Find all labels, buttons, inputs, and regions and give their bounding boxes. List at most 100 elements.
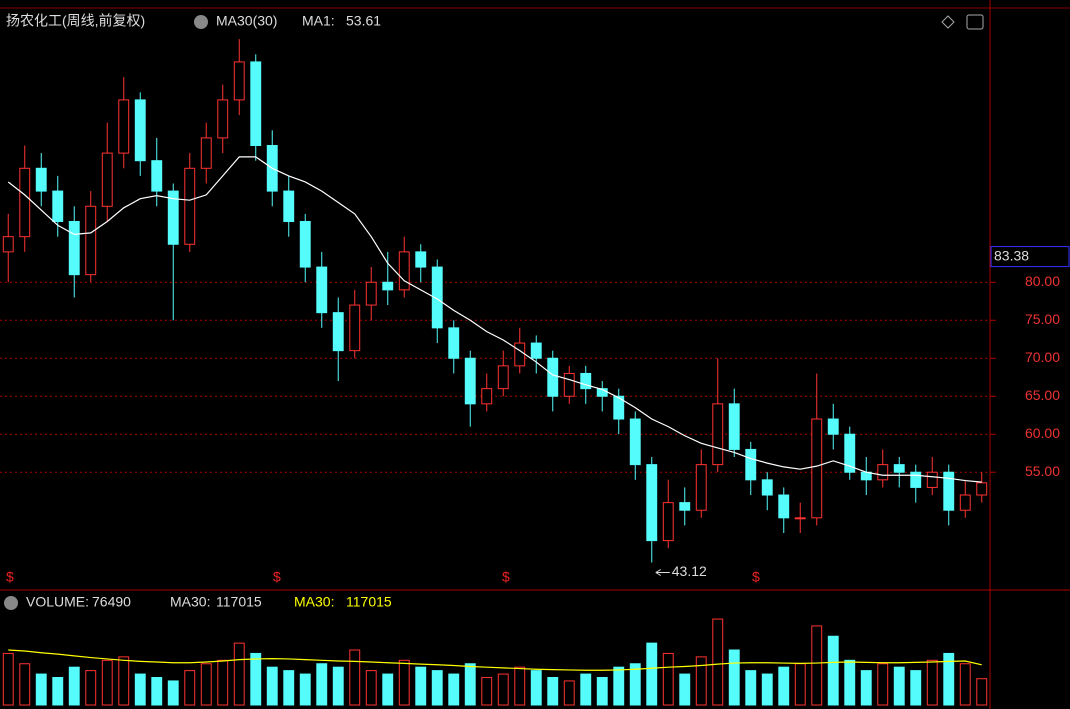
volume-bar xyxy=(662,652,674,706)
candle-body xyxy=(184,167,196,245)
volume-bar xyxy=(233,642,245,706)
chart-title: 扬农化工(周线,前复权) xyxy=(6,13,145,29)
volume-bar xyxy=(19,663,31,706)
candle-body xyxy=(151,160,163,192)
candle-body xyxy=(134,99,146,162)
candle-body xyxy=(761,479,773,496)
menu-icon[interactable] xyxy=(194,15,208,29)
candle-body xyxy=(217,99,229,139)
volume-bar xyxy=(2,652,14,706)
volume-bar xyxy=(761,673,773,706)
y-tick-label: 65.00 xyxy=(1025,387,1060,403)
volume-bar xyxy=(35,673,47,706)
volume-bar xyxy=(778,666,790,706)
window-icon[interactable] xyxy=(966,14,984,30)
candle-body xyxy=(19,167,31,238)
cursor-price-box xyxy=(990,246,1070,268)
cursor-price: 83.38 xyxy=(994,247,1029,263)
ma-line xyxy=(7,156,982,483)
volume-bar xyxy=(877,663,889,706)
candle-body xyxy=(431,266,443,329)
candle-body xyxy=(844,433,856,473)
dividend-marker: $ xyxy=(502,569,510,585)
y-tick-label: 80.00 xyxy=(1025,273,1060,289)
volume-bar xyxy=(860,670,872,706)
volume-bar xyxy=(316,663,328,706)
dividend-marker: $ xyxy=(273,569,281,585)
candle-body xyxy=(118,99,130,154)
dividend-marker: $ xyxy=(752,569,760,585)
candle-body xyxy=(712,403,724,466)
candle-body xyxy=(2,236,14,253)
candle-body xyxy=(877,464,889,481)
volume-bar xyxy=(580,673,592,706)
volume-bar xyxy=(365,670,377,706)
volume-bar xyxy=(497,673,509,706)
candle-body xyxy=(332,312,344,352)
volume-bar xyxy=(976,678,988,706)
volume-bar xyxy=(118,656,130,706)
volume-bar xyxy=(151,677,163,706)
candle-body xyxy=(250,61,262,146)
ma1-label: MA1: xyxy=(302,13,335,29)
volume-bar xyxy=(893,666,905,706)
candle-body xyxy=(283,190,295,222)
volume-bar xyxy=(910,670,922,706)
candle-body xyxy=(398,251,410,291)
volume-bar xyxy=(464,663,476,706)
volume-ma-line xyxy=(8,649,982,671)
volume-bar xyxy=(299,673,311,706)
volume-bar xyxy=(563,680,575,706)
y-tick-label: 70.00 xyxy=(1025,349,1060,365)
candle-body xyxy=(728,403,740,450)
candle-body xyxy=(68,220,80,276)
dividend-markers: $ $ $ $ xyxy=(6,569,760,585)
volume-menu-icon[interactable] xyxy=(4,596,18,610)
candle-body xyxy=(233,61,245,101)
volume-bar xyxy=(728,649,740,706)
candle-body xyxy=(514,342,526,367)
volume-bar xyxy=(712,618,724,706)
volume-bar xyxy=(679,673,691,706)
y-tick-label: 75.00 xyxy=(1025,311,1060,327)
candle-body xyxy=(646,464,658,542)
volume-bar xyxy=(514,666,526,706)
candle-body xyxy=(448,327,460,359)
volume-bar xyxy=(481,677,493,706)
volume-bar xyxy=(415,666,427,706)
candle-body xyxy=(679,502,691,511)
candle-body xyxy=(349,304,361,352)
y-tick-label: 60.00 xyxy=(1025,425,1060,441)
volume-bar xyxy=(827,635,839,706)
candle-body xyxy=(365,281,377,306)
volume-bar xyxy=(217,659,229,706)
candle-body xyxy=(382,281,394,291)
volume-bar xyxy=(695,656,707,706)
candle-body xyxy=(299,220,311,268)
volume-bar xyxy=(629,663,641,706)
volume-bar xyxy=(184,670,196,706)
volume-bar xyxy=(926,659,938,706)
volume-value: 76490 xyxy=(92,594,131,610)
volume-ma-value: 117015 xyxy=(216,594,262,610)
low-annotation: 43.12 xyxy=(672,563,707,579)
candle-body xyxy=(613,395,625,420)
candle-body xyxy=(547,357,559,397)
volume-bar xyxy=(382,673,394,706)
candle-body xyxy=(530,342,542,359)
volume-bar xyxy=(613,666,625,706)
candle-body xyxy=(959,494,971,511)
candle-body xyxy=(695,464,707,511)
candle-body xyxy=(35,167,47,192)
candle-body xyxy=(629,418,641,466)
volume-ma-legend-value: 117015 xyxy=(346,594,392,610)
dividend-marker: $ xyxy=(6,569,14,585)
volume-bar xyxy=(811,625,823,706)
candle-body xyxy=(976,482,988,496)
candle-body xyxy=(563,372,575,397)
candle-body xyxy=(464,357,476,405)
diamond-icon[interactable] xyxy=(941,15,955,29)
volume-bar xyxy=(646,642,658,706)
